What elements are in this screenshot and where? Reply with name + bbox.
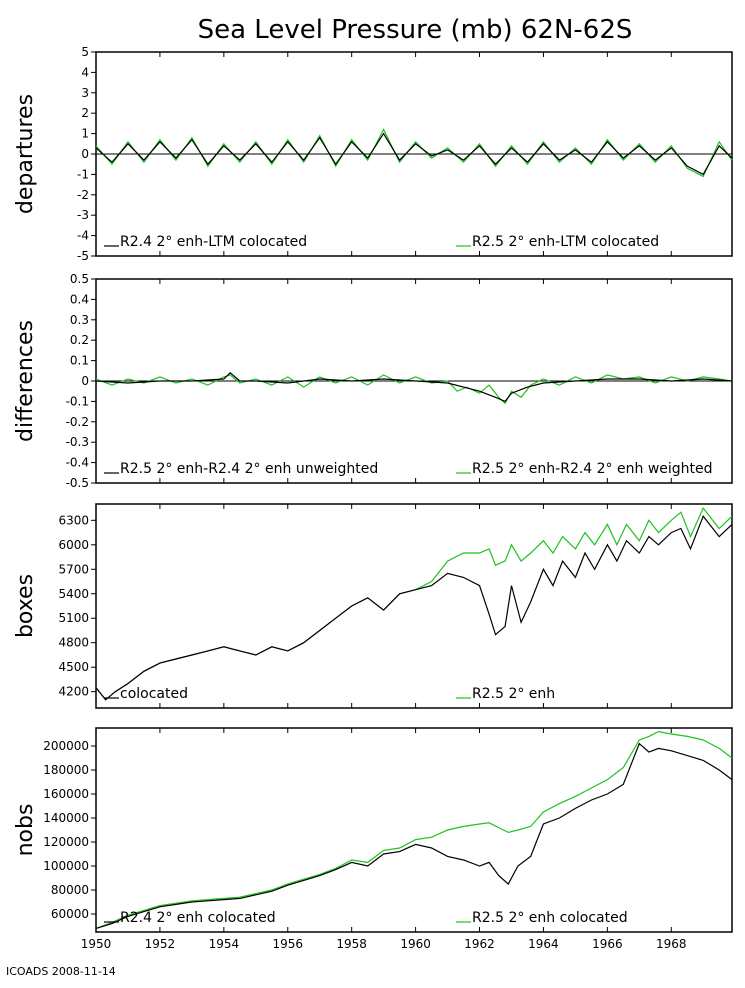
y-tick-label: 5400 [58, 587, 89, 601]
legend-label-right: R2.5 2° enh-R2.4 2° enh weighted [472, 461, 713, 477]
y-tick-label: -0.1 [66, 394, 89, 408]
panel-differences: -0.5 -0.4 -0.3 -0.2 -0.1 0 0.1 0.2 0.3 0.4 0.5 diff… [13, 272, 733, 490]
y-axis-label: boxes [13, 574, 38, 638]
y-tick-label: -3 [77, 208, 89, 222]
y-tick-label: -1 [77, 167, 89, 181]
y-tick-label: 0 [81, 147, 89, 161]
series-line-green [95, 128, 733, 178]
y-tick-label: 160000 [43, 787, 89, 801]
y-tick-label: -5 [77, 249, 89, 263]
y-tick-label: 4500 [58, 660, 89, 674]
y-tick-label: 0.4 [70, 292, 89, 306]
panel-departures: -5 -4 -3 -2 -1 0 1 2 3 4 5 departures R2.4 2° enh-LT… [13, 45, 733, 263]
y-tick-label: 4 [81, 65, 89, 79]
x-tick-label: 1950 [81, 937, 112, 951]
series-line-black [95, 742, 733, 929]
y-tick-label: 3 [81, 86, 89, 100]
y-tick-label: 200000 [43, 739, 89, 753]
y-tick-label: 0 [81, 374, 89, 388]
y-tick-label: 100000 [43, 859, 89, 873]
y-tick-label: 0.5 [70, 272, 89, 286]
x-tick-label: 1968 [656, 937, 687, 951]
series-line-green [95, 506, 733, 701]
plot-frame [95, 503, 733, 709]
x-tick-label: 1958 [336, 937, 367, 951]
y-tick-label: 0.2 [70, 333, 89, 347]
y-tick-label: 6300 [58, 513, 89, 527]
y-tick-label: 0.3 [70, 313, 89, 327]
series-line-black [95, 515, 733, 701]
footer-credit: ICOADS 2008-11-14 [6, 965, 116, 978]
x-tick-label: 1964 [528, 937, 559, 951]
y-tick-label: 140000 [43, 811, 89, 825]
y-tick-label: -0.4 [66, 456, 89, 470]
y-tick-label: 5 [81, 45, 89, 59]
x-tick-label: 1966 [592, 937, 623, 951]
y-axis-label: departures [13, 94, 38, 214]
y-tick-label: 4200 [58, 685, 89, 699]
legend-label-left: R2.4 2° enh-LTM colocated [120, 234, 307, 250]
y-tick-label: 2 [81, 106, 89, 120]
legend-label-left: R2.5 2° enh-R2.4 2° enh unweighted [120, 461, 378, 477]
plot-frame [95, 727, 733, 933]
x-tick-label: 1954 [209, 937, 240, 951]
y-tick-label: 6000 [58, 538, 89, 552]
y-tick-label: 4800 [58, 636, 89, 650]
legend-label-right: R2.5 2° enh-LTM colocated [472, 234, 659, 250]
y-tick-label: -2 [77, 188, 89, 202]
y-tick-label: -0.5 [66, 476, 89, 490]
y-tick-label: 5100 [58, 611, 89, 625]
y-axis-label: differences [13, 320, 38, 442]
y-tick-label: -0.3 [66, 435, 89, 449]
series-line-black [95, 132, 733, 176]
legend-label-right: R2.5 2° enh [472, 686, 555, 702]
y-tick-label: 120000 [43, 835, 89, 849]
legend-label-right: R2.5 2° enh colocated [472, 910, 628, 926]
y-tick-label: 5700 [58, 562, 89, 576]
y-tick-label: 80000 [51, 883, 89, 897]
series-line-green [95, 730, 733, 929]
y-axis-label: nobs [13, 804, 38, 857]
y-tick-label: 180000 [43, 763, 89, 777]
x-tick-label: 1962 [464, 937, 495, 951]
x-tick-label: 1956 [272, 937, 303, 951]
y-tick-label: -0.2 [66, 415, 89, 429]
x-tick-label: 1960 [400, 937, 431, 951]
panel-nobs: 60000 80000 100000 120000 140000 160000 180000… [13, 727, 733, 933]
legend-label-left: R2.4 2° enh colocated [120, 910, 276, 926]
series-line-black [95, 371, 733, 403]
y-tick-label: -4 [77, 229, 89, 243]
x-tick-label: 1952 [145, 937, 176, 951]
y-tick-label: 0.1 [70, 354, 89, 368]
y-tick-label: 60000 [51, 907, 89, 921]
panel-boxes: 4200 4500 4800 5100 5400 5700 6000 6300 boxes col… [13, 503, 733, 709]
chart-title: Sea Level Pressure (mb) 62N-62S [198, 15, 633, 45]
legend-label-left: colocated [120, 686, 188, 702]
y-tick-label: 1 [81, 127, 89, 141]
